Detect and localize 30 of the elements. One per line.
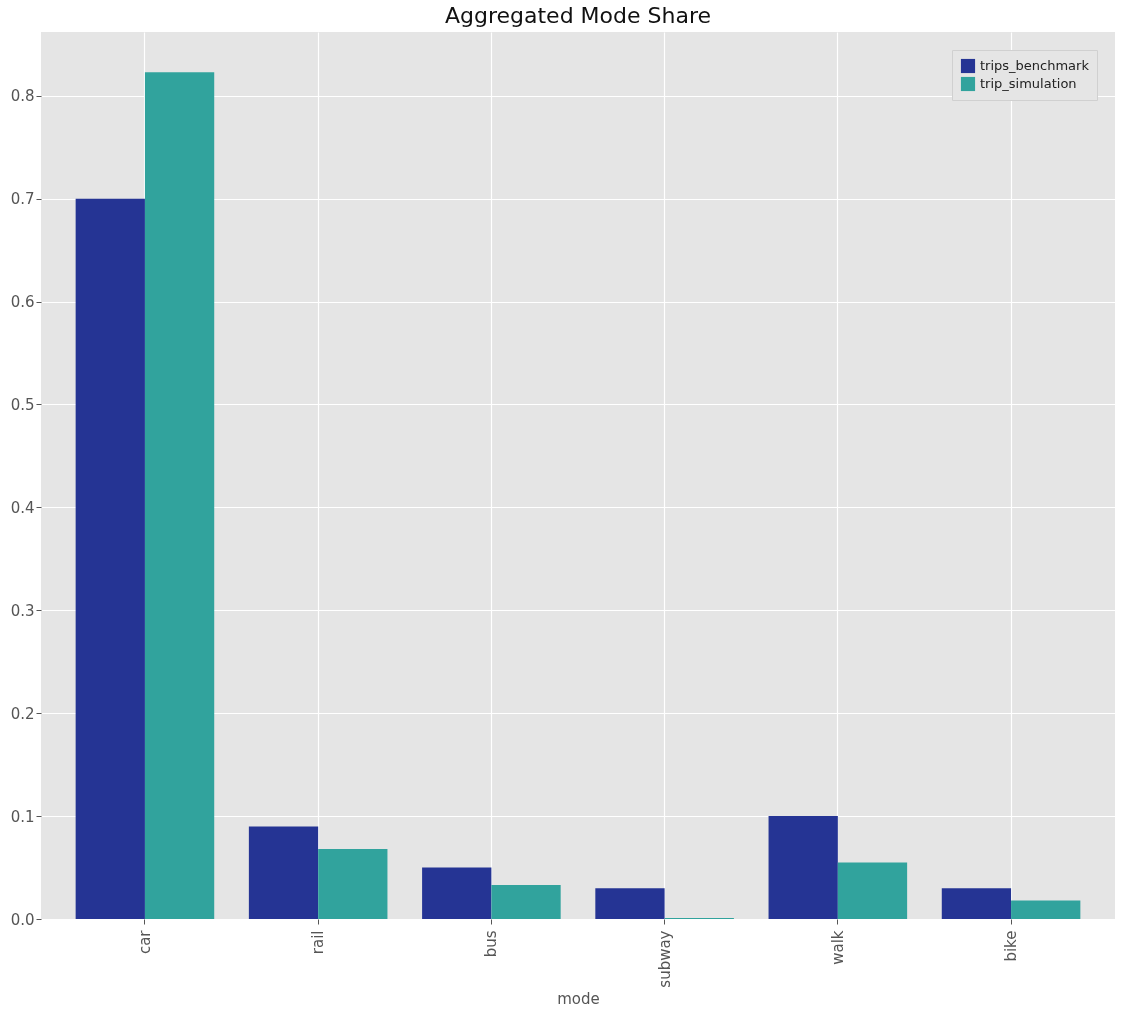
chart-title: Aggregated Mode Share [444, 3, 712, 28]
legend-label: trips_benchmark [980, 58, 1090, 73]
y-tick-label: 0.4 [10, 498, 35, 517]
bar [837, 862, 908, 919]
bar [318, 849, 388, 919]
y-tick-label: 0.5 [10, 396, 35, 414]
legend-label: trip_simulation [980, 76, 1077, 91]
x-tick-label: rail [309, 930, 328, 955]
bar [595, 888, 665, 919]
bar [248, 826, 319, 919]
y-tick-label: 0.7 [10, 190, 35, 209]
bar [144, 72, 215, 919]
x-tick-label: bike [1002, 930, 1021, 962]
bar [941, 888, 1012, 919]
y-tick-label: 0.3 [10, 601, 35, 620]
x-tick-label: car [135, 929, 154, 955]
x-axis-title: mode [557, 989, 600, 1008]
y-tick-label: 0.6 [10, 293, 35, 312]
x-tick-label: bus [482, 930, 501, 958]
bar [768, 816, 838, 919]
y-tick-label: 0.2 [10, 704, 35, 723]
x-tick-label: walk [828, 930, 847, 965]
bar [491, 885, 561, 919]
y-tick-label: 0.1 [10, 807, 35, 826]
x-tick-label: subway [655, 930, 674, 988]
bar [75, 198, 145, 919]
y-tick-label: 0.8 [10, 87, 35, 106]
y-tick-label: 0.0 [10, 910, 35, 929]
bar [422, 867, 492, 919]
bar [1011, 900, 1081, 919]
